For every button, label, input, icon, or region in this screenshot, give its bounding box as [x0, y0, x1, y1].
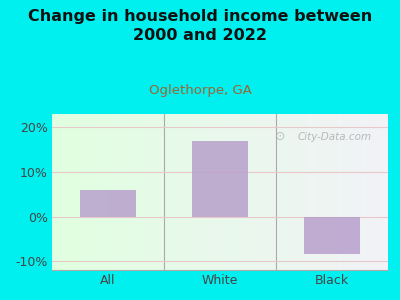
Text: ⊙: ⊙ [275, 130, 286, 143]
Text: Oglethorpe, GA: Oglethorpe, GA [148, 84, 252, 97]
Bar [304, 217, 360, 254]
Bar [80, 190, 136, 217]
Text: City-Data.com: City-Data.com [297, 132, 372, 142]
Text: Change in household income between
2000 and 2022: Change in household income between 2000 … [28, 9, 372, 43]
Bar [192, 141, 248, 217]
